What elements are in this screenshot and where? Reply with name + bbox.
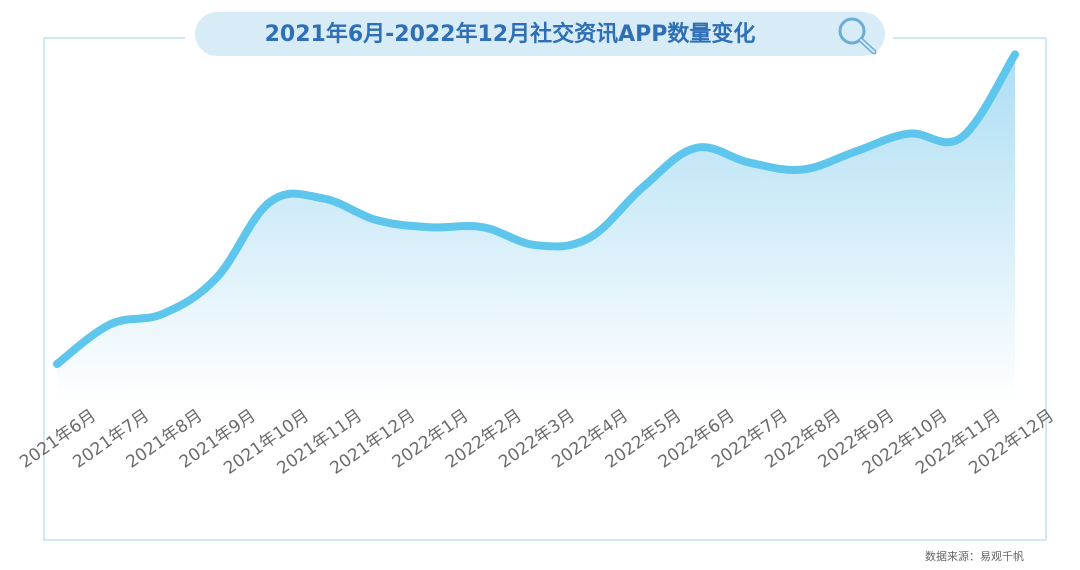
data-point-12 xyxy=(638,184,646,192)
data-point-13 xyxy=(692,144,700,152)
title-background xyxy=(195,12,885,56)
data-point-14 xyxy=(745,158,753,166)
data-source: 数据来源：易观千帆 xyxy=(925,549,1024,563)
data-point-5 xyxy=(266,198,274,206)
data-point-3 xyxy=(159,310,167,318)
data-point-6 xyxy=(319,194,327,202)
chart-frame xyxy=(43,38,1047,541)
data-point-11 xyxy=(585,234,593,242)
series-area xyxy=(57,54,1015,401)
magnifier-icon xyxy=(838,17,877,55)
data-point-16 xyxy=(851,148,859,156)
data-point-10 xyxy=(532,241,540,249)
data-point-15 xyxy=(798,166,806,174)
data-point-1 xyxy=(53,360,61,368)
data-point-9 xyxy=(479,223,487,231)
data-point-8 xyxy=(426,223,434,231)
data-point-7 xyxy=(372,216,380,224)
data-point-4 xyxy=(213,274,221,282)
data-point-18 xyxy=(958,133,966,141)
data-point-2 xyxy=(106,320,114,328)
series-line xyxy=(53,50,1019,368)
data-point-17 xyxy=(905,130,913,138)
chart-title: 2021年6月-2022年12月社交资讯APP数量变化 xyxy=(265,21,756,47)
data-point-19 xyxy=(1011,50,1019,58)
